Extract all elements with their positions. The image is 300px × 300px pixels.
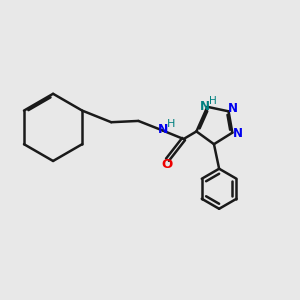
Text: H: H xyxy=(209,96,217,106)
Text: H: H xyxy=(167,119,176,129)
Text: N: N xyxy=(233,128,243,140)
Text: N: N xyxy=(158,124,169,136)
Text: N: N xyxy=(200,100,210,113)
Text: N: N xyxy=(228,102,238,115)
Text: O: O xyxy=(161,158,172,171)
